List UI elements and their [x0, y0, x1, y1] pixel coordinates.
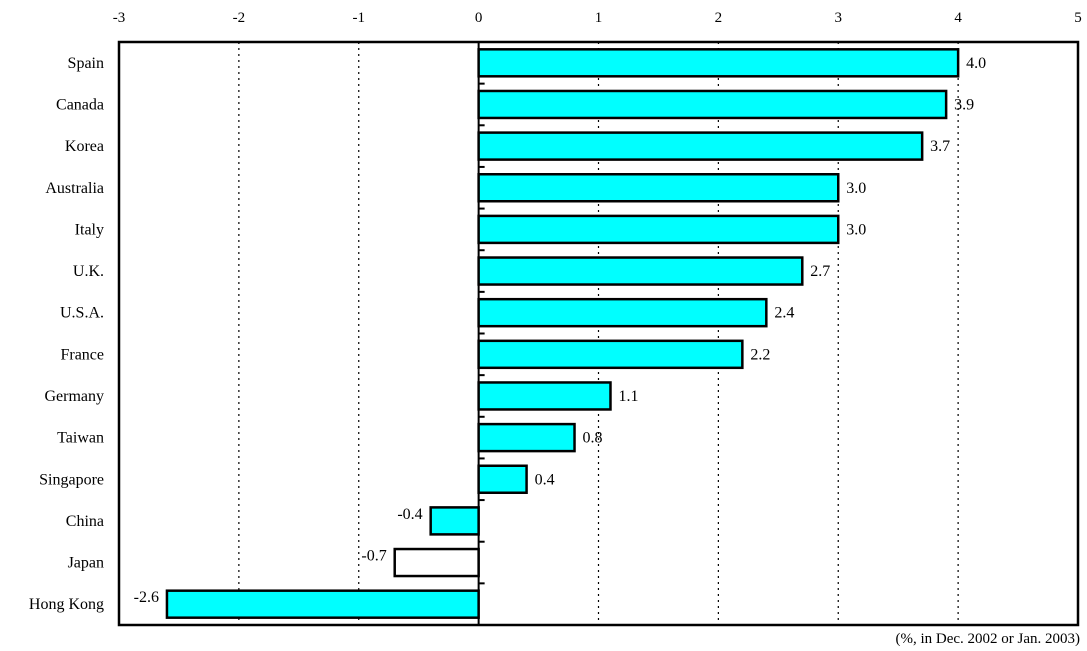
data-label: 4.0	[966, 55, 986, 72]
bar-canada	[479, 91, 947, 118]
category-label: U.S.A.	[60, 305, 104, 322]
bar-u-k	[479, 258, 803, 285]
bar-hong-kong	[167, 591, 479, 618]
category-label: Canada	[56, 96, 104, 113]
data-label: 3.0	[846, 221, 866, 238]
category-label: China	[66, 513, 104, 530]
bar-u-s-a	[479, 299, 767, 326]
x-tick-label: 2	[715, 10, 723, 26]
x-tick-label: 1	[595, 10, 603, 26]
data-label: -0.4	[397, 506, 422, 523]
data-label: 0.4	[535, 471, 555, 488]
data-label: 2.7	[810, 263, 830, 280]
data-label: 3.9	[954, 96, 974, 113]
plot-frame	[119, 42, 1078, 625]
bar-italy	[479, 216, 839, 243]
x-tick-label: -1	[353, 10, 366, 26]
category-label: Taiwan	[57, 430, 104, 447]
data-label: -2.6	[134, 589, 159, 606]
bar-australia	[479, 174, 839, 201]
data-label: 1.1	[618, 388, 638, 405]
bar-taiwan	[479, 424, 575, 451]
category-label: U.K.	[73, 263, 104, 280]
bar-spain	[479, 49, 959, 76]
data-label: 2.4	[774, 305, 794, 322]
x-tick-label: 0	[475, 10, 483, 26]
data-label: 3.7	[930, 138, 950, 155]
bar-china	[431, 507, 479, 534]
bar-korea	[479, 133, 923, 160]
data-label: -0.7	[361, 548, 386, 565]
category-label: Hong Kong	[29, 596, 104, 613]
data-label: 3.0	[846, 180, 866, 197]
data-label: 0.8	[583, 430, 603, 447]
x-axis-ticks: -3 -2 -1 0 1 2 3 4 5	[113, 10, 1082, 26]
x-tick-label: 5	[1074, 10, 1082, 26]
grid-lines	[239, 42, 958, 625]
units-note: (%, in Dec. 2002 or Jan. 2003)	[895, 631, 1080, 647]
category-label: Germany	[44, 388, 104, 405]
category-label: Japan	[68, 555, 104, 572]
bars	[167, 49, 958, 617]
data-label: 2.2	[750, 346, 770, 363]
category-label: Korea	[65, 138, 104, 155]
category-label: Spain	[68, 55, 104, 72]
bar-japan	[395, 549, 479, 576]
bar-germany	[479, 382, 611, 409]
x-tick-label: -2	[233, 10, 246, 26]
bar-france	[479, 341, 743, 368]
x-tick-label: 4	[954, 10, 962, 26]
category-label: Australia	[45, 180, 104, 197]
category-label: Italy	[75, 221, 104, 238]
category-label: France	[60, 346, 104, 363]
x-tick-label: -3	[113, 10, 126, 26]
x-tick-label: 3	[835, 10, 843, 26]
category-label: Singapore	[39, 471, 104, 488]
bar-singapore	[479, 466, 527, 493]
